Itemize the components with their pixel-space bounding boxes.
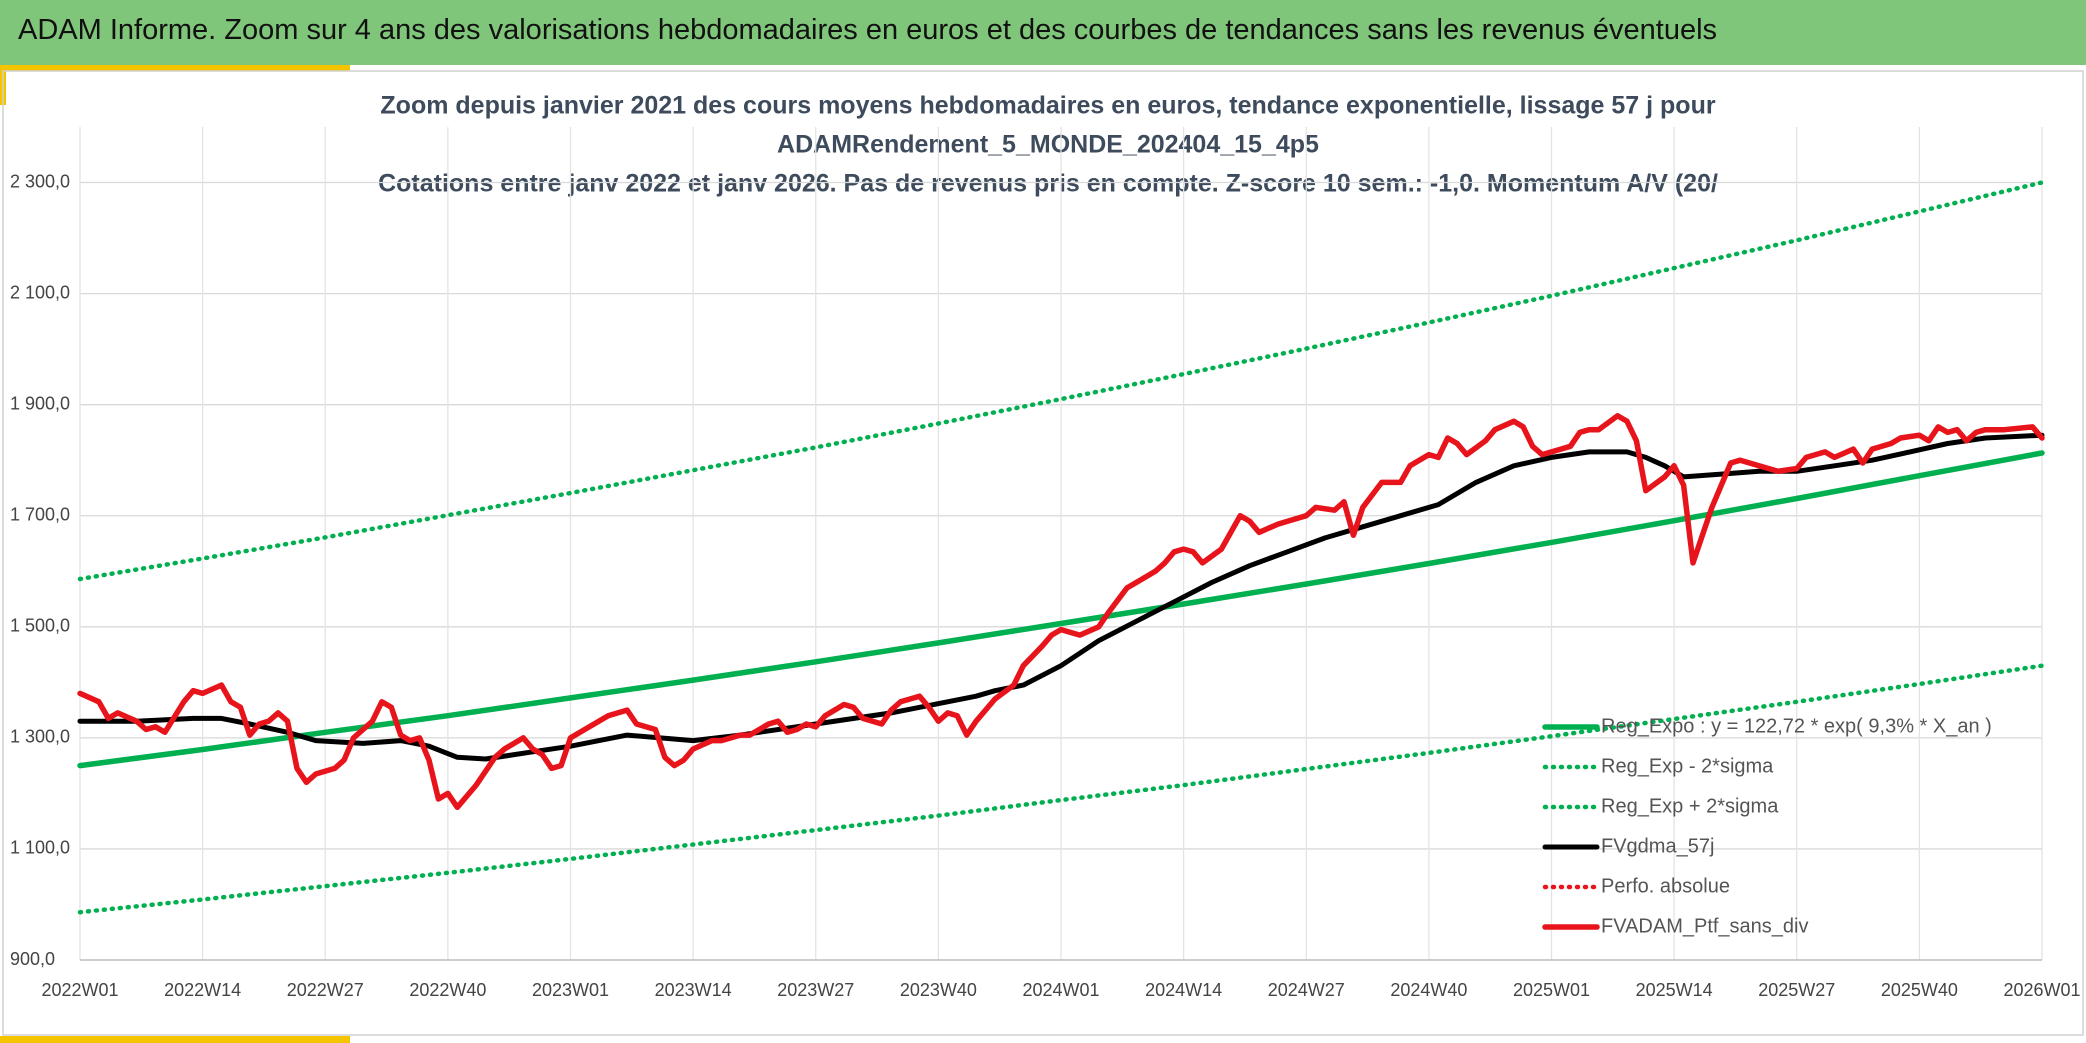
legend-label: Reg_Exp - 2*sigma [1601,755,1774,777]
accent [0,65,350,71]
x-tick-label: 2026W01 [2003,980,2080,1000]
x-tick-label: 2023W14 [655,980,732,1000]
x-tick-label: 2025W14 [1636,980,1713,1000]
chart-title: Zoom depuis janvier 2021 des cours moyen… [380,92,1715,120]
x-tick-label: 2025W27 [1758,980,1835,1000]
page-title: ADAM Informe. Zoom sur 4 ans des valoris… [18,14,1718,46]
series-line [77,663,2045,915]
y-tick-label: 2 300,0 [10,171,70,191]
legend-label: FVADAM_Ptf_sans_div [1601,915,1809,937]
x-tick-label: 2023W40 [900,980,977,1000]
y-tick-label: 1 100,0 [10,838,70,858]
x-tick-label: 2025W01 [1513,980,1590,1000]
legend-label: Reg_Exp + 2*sigma [1601,795,1779,817]
x-tick-label: 2025W40 [1881,980,1958,1000]
chart-title: Cotations entre janv 2022 et janv 2026. … [378,170,1718,198]
x-tick-label: 2022W27 [287,980,364,1000]
series-line [77,432,2045,762]
legend-label: FVgdma_57j [1601,835,1714,857]
x-tick-label: 2023W27 [777,980,854,1000]
x-tick-label: 2024W27 [1268,980,1345,1000]
series-line [77,450,2045,769]
x-tick-label: 2024W40 [1390,980,1467,1000]
y-tick-label: 1 700,0 [10,504,70,524]
y-tick-label: 2 100,0 [10,282,70,302]
x-tick-label: 2023W01 [532,980,609,1000]
series-line [77,413,2045,811]
x-tick-label: 2022W14 [164,980,241,1000]
y-tick-label: 1 500,0 [10,616,70,636]
chart-title: ADAMRendement_5_MONDE_202404_15_4p5 [777,131,1319,159]
header-bar: ADAM Informe. Zoom sur 4 ans des valoris… [0,0,2086,65]
y-tick-label: 1 300,0 [10,727,70,747]
y-tick-label: 900,0 [10,949,55,969]
x-tick-label: 2022W01 [41,980,118,1000]
chart-frame [2,70,2084,1036]
x-tick-label: 2024W14 [1145,980,1222,1000]
legend-label: Perfo. absolue [1601,875,1730,897]
legend-label: Reg_Expo : y = 122,72 * exp( 9,3% * X_an… [1601,715,1992,737]
x-tick-label: 2024W01 [1022,980,1099,1000]
accent [0,1036,350,1043]
y-tick-label: 1 900,0 [10,393,70,413]
x-tick-label: 2022W40 [409,980,486,1000]
series-line [77,180,2045,582]
